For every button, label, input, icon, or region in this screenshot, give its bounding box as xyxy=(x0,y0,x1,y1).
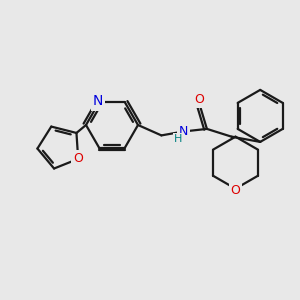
Text: O: O xyxy=(73,152,83,165)
Text: H: H xyxy=(174,134,183,145)
Text: O: O xyxy=(231,184,240,197)
Text: N: N xyxy=(93,94,103,109)
Text: N: N xyxy=(179,125,188,138)
Text: O: O xyxy=(194,93,204,106)
